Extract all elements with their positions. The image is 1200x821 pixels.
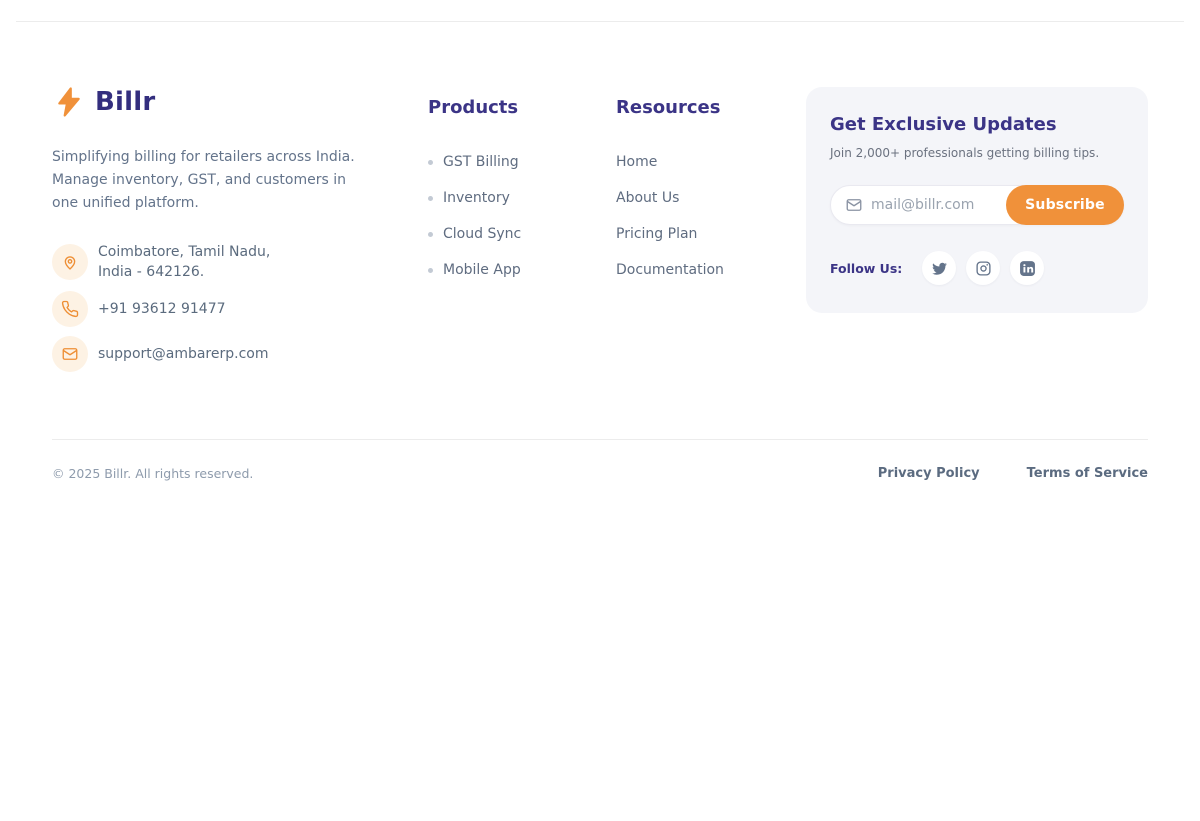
phone-icon	[52, 291, 88, 327]
phone-number[interactable]: +91 93612 91477	[98, 301, 226, 317]
brand-name: Billr	[95, 87, 156, 117]
bullet-dot	[428, 160, 433, 165]
address-text: Coimbatore, Tamil Nadu, India - 642126.	[98, 244, 271, 280]
resources-title: Resources	[616, 97, 721, 118]
newsletter-card: Get Exclusive Updates Join 2,000+ profes…	[806, 87, 1148, 313]
site-footer: Billr Simplifying billing for retailers …	[52, 85, 1148, 481]
privacy-policy-link[interactable]: Privacy Policy	[877, 466, 980, 481]
contact-list: Coimbatore, Tamil Nadu, India - 642126. …	[52, 242, 428, 372]
resources-column: Resources Home About Us Pricing Plan Doc…	[616, 85, 806, 381]
subscribe-button[interactable]: Subscribe	[1006, 185, 1124, 225]
brand-column: Billr Simplifying billing for retailers …	[52, 85, 428, 381]
newsletter-title: Get Exclusive Updates	[830, 114, 1057, 135]
instagram-icon[interactable]	[966, 251, 1001, 285]
brand-logo[interactable]: Billr	[52, 85, 428, 119]
follow-us-label: Follow Us:	[830, 260, 903, 276]
bullet-dot	[428, 232, 433, 237]
contact-phone: +91 93612 91477	[52, 291, 428, 327]
products-column: Products GST Billing Inventory Cloud Syn…	[428, 85, 616, 381]
resource-link-pricing-plan[interactable]: Pricing Plan	[616, 226, 698, 242]
newsletter-form: Subscribe	[830, 185, 1124, 225]
legal-links: Privacy Policy Terms of Service	[878, 466, 1148, 481]
product-link-inventory[interactable]: Inventory	[428, 191, 616, 206]
linkedin-icon[interactable]	[1010, 251, 1045, 285]
newsletter-email-input[interactable]	[863, 197, 993, 213]
bullet-dot	[428, 196, 433, 201]
copyright-text: © 2025 Billr. All rights reserved.	[52, 466, 254, 481]
map-pin-icon	[52, 244, 88, 280]
resource-link-about-us[interactable]: About Us	[616, 190, 680, 206]
email-address[interactable]: support@ambarerp.com	[98, 346, 269, 362]
resources-list: Home About Us Pricing Plan Documentation	[616, 155, 806, 278]
product-link-gst-billing[interactable]: GST Billing	[428, 155, 616, 170]
terms-of-service-link[interactable]: Terms of Service	[1026, 466, 1148, 481]
twitter-icon[interactable]	[922, 251, 957, 285]
bottom-bar: © 2025 Billr. All rights reserved. Priva…	[52, 466, 1148, 481]
brand-description: Simplifying billing for retailers across…	[52, 149, 355, 211]
newsletter-subtitle: Join 2,000+ professionals getting billin…	[830, 146, 1100, 160]
product-link-cloud-sync[interactable]: Cloud Sync	[428, 227, 616, 242]
products-list: GST Billing Inventory Cloud Sync Mobile …	[428, 155, 616, 278]
products-title: Products	[428, 97, 519, 118]
envelope-icon	[52, 336, 88, 372]
bullet-dot	[428, 268, 433, 273]
top-divider	[16, 21, 1184, 22]
bottom-divider	[52, 439, 1148, 440]
product-link-mobile-app[interactable]: Mobile App	[428, 263, 616, 278]
contact-email: support@ambarerp.com	[52, 336, 428, 372]
contact-address: Coimbatore, Tamil Nadu, India - 642126.	[52, 242, 428, 282]
lightning-bolt-icon	[58, 87, 80, 117]
mail-input-icon	[846, 199, 862, 211]
resource-link-home[interactable]: Home	[616, 154, 658, 170]
resource-link-documentation[interactable]: Documentation	[616, 262, 724, 278]
follow-row: Follow Us:	[830, 251, 1124, 285]
